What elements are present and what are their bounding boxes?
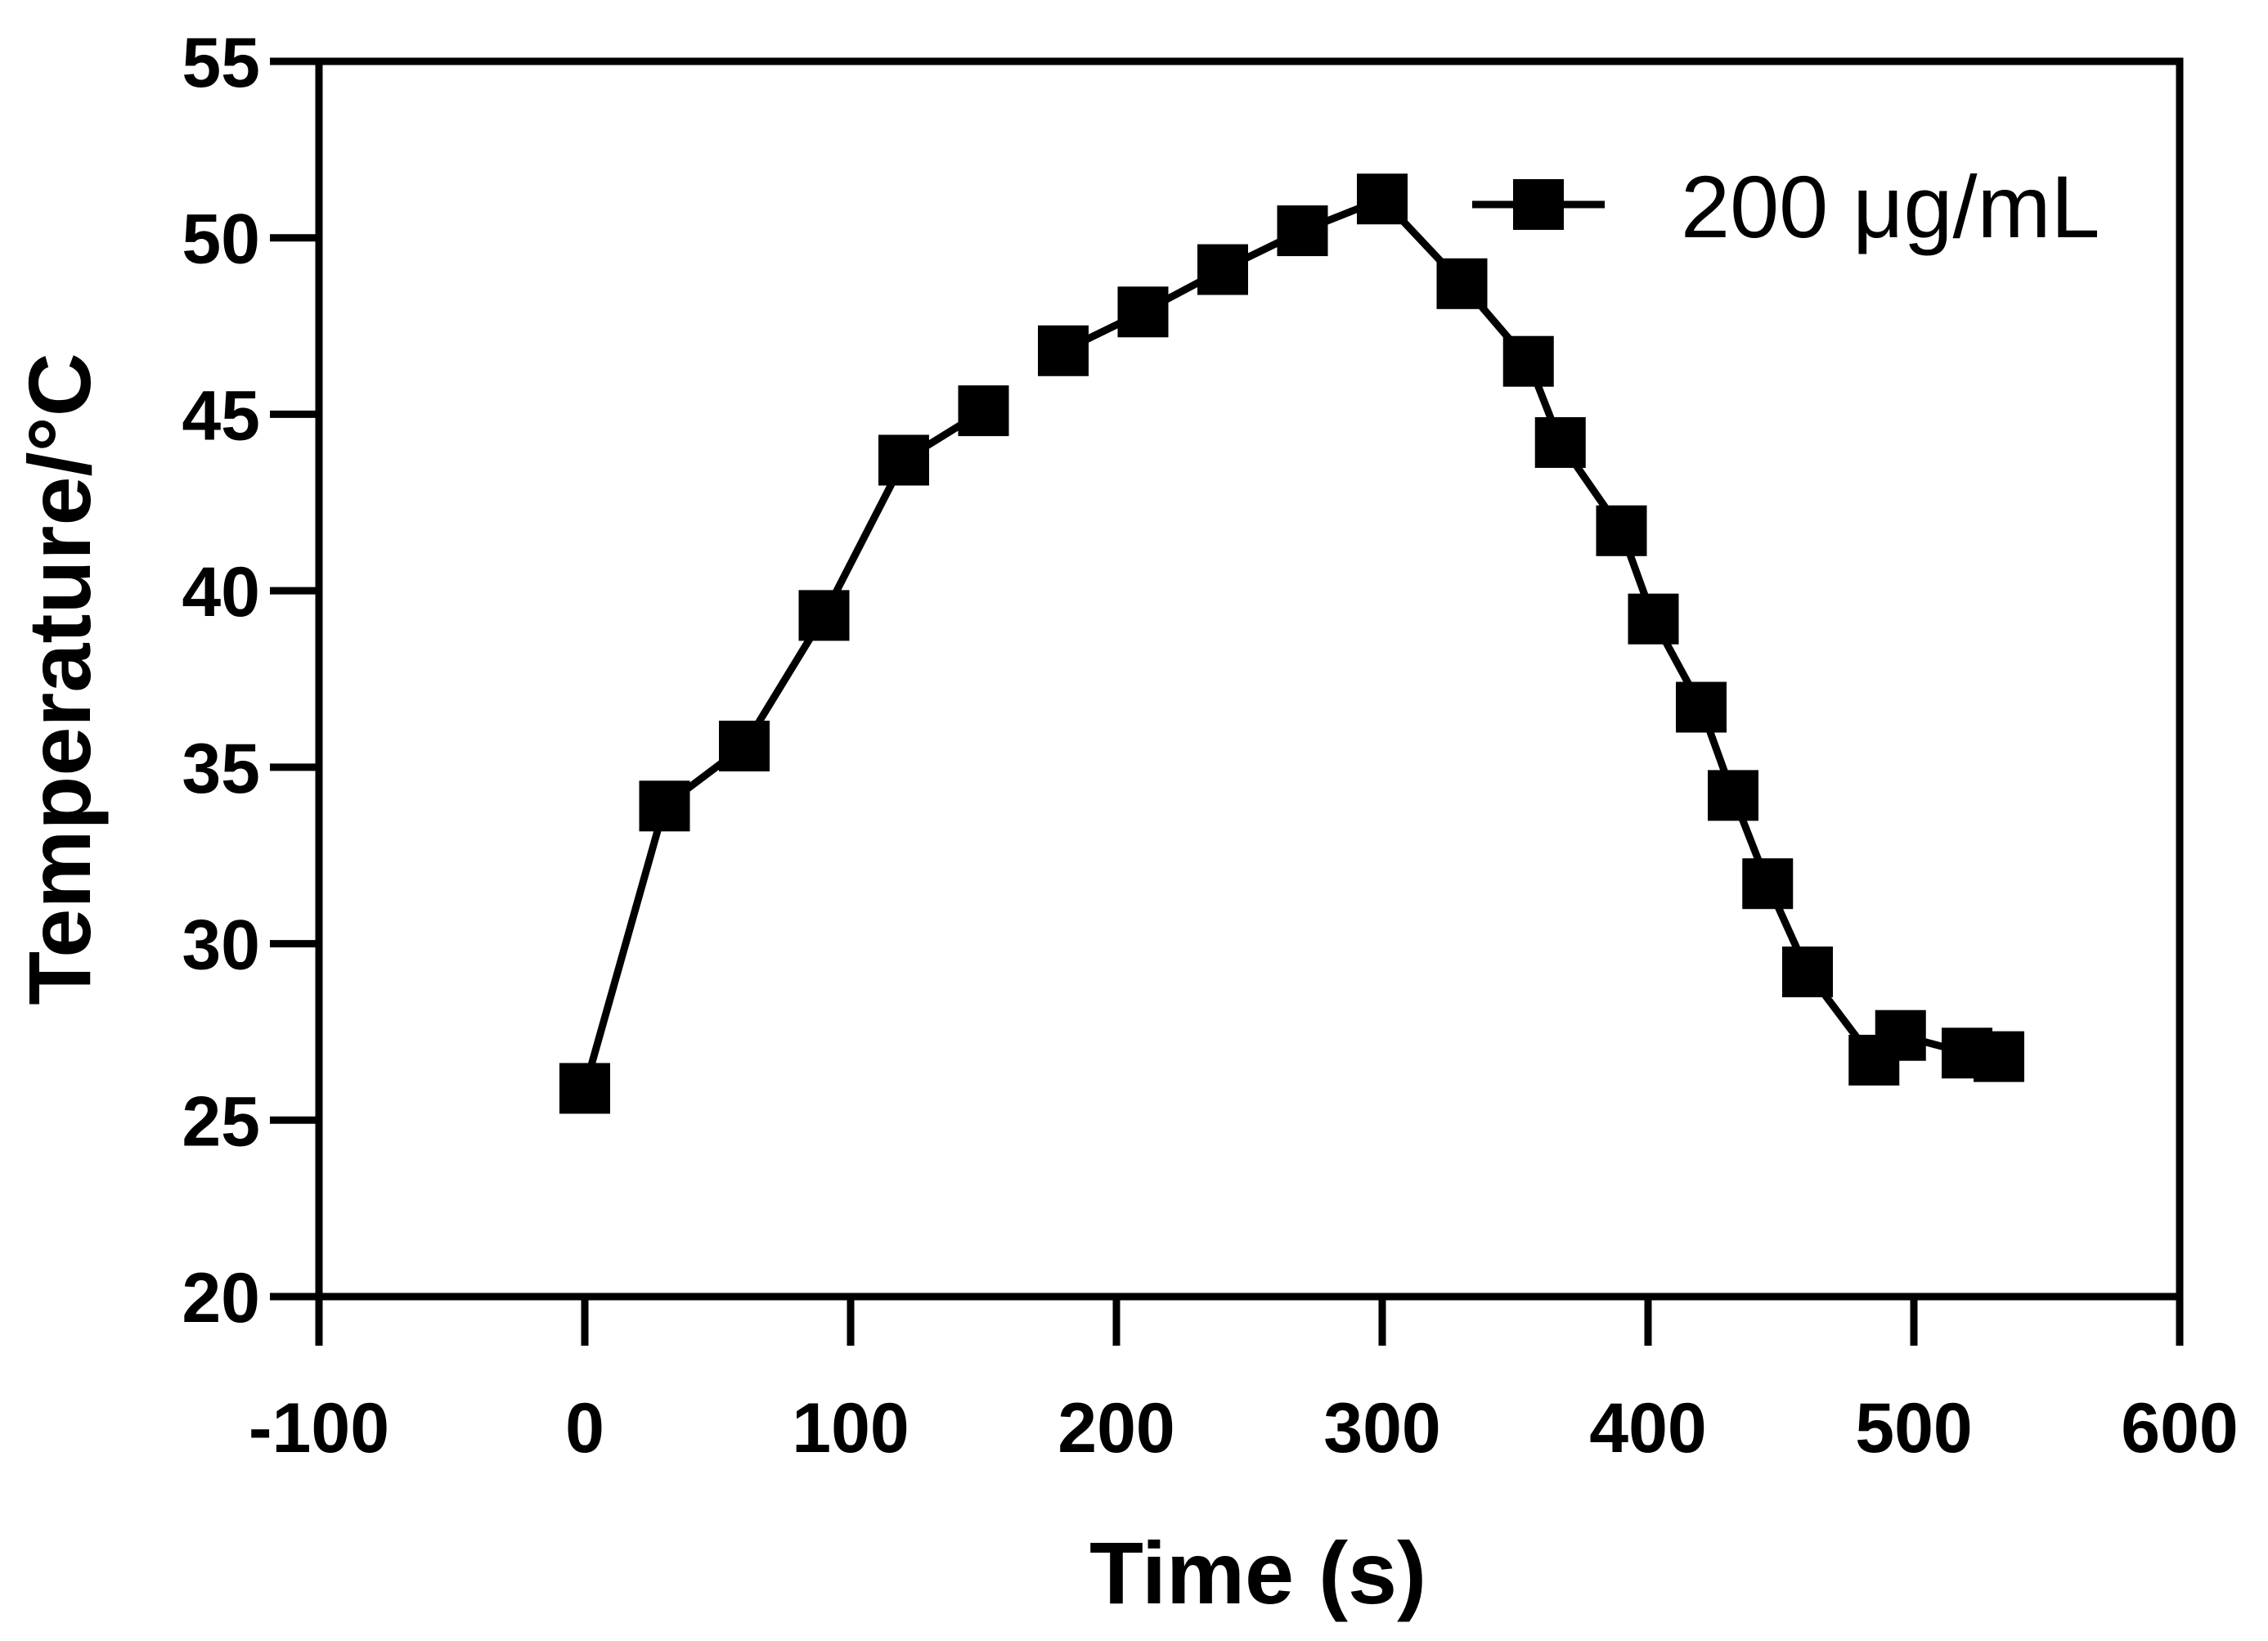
x-tick-label: 100 [792, 1389, 909, 1468]
x-tick-label: 0 [565, 1389, 604, 1468]
data-point [719, 720, 770, 771]
data-point [1676, 681, 1727, 733]
y-tick-label: 55 [182, 24, 260, 102]
data-point [958, 385, 1009, 437]
x-tick-label: 500 [1855, 1389, 1973, 1468]
data-point [878, 434, 929, 486]
axes [315, 57, 2184, 1301]
data-point [1038, 325, 1089, 376]
data-point [639, 780, 690, 832]
data-point [1534, 416, 1586, 468]
legend-marker [1513, 179, 1564, 230]
y-axis-ticks: 20 25 30 35 40 45 50 55 [182, 24, 319, 1338]
x-tick-label: 300 [1323, 1389, 1441, 1468]
legend-label: 200 μg/mL [1681, 157, 2100, 256]
legend: 200 μg/mL [1472, 157, 2100, 256]
data-point [1628, 593, 1679, 645]
data-point [798, 590, 850, 641]
data-point [1596, 505, 1647, 556]
data-point [1117, 286, 1169, 338]
y-tick-label: 45 [182, 376, 260, 455]
y-tick-label: 50 [182, 200, 260, 279]
data-point [559, 1063, 610, 1114]
y-tick-label: 25 [182, 1082, 260, 1161]
plot-frame [315, 57, 2184, 1301]
y-tick-label: 35 [182, 730, 260, 808]
data-point [1277, 205, 1328, 257]
data-point [1742, 858, 1794, 910]
data-point [1502, 335, 1554, 387]
data-point [1782, 946, 1833, 998]
x-axis-ticks: -100 0 100 200 300 400 500 600 [249, 1297, 2239, 1468]
x-tick-label: 600 [2121, 1389, 2239, 1468]
y-tick-label: 20 [182, 1259, 260, 1338]
x-axis-title: Time (s) [1089, 1523, 1426, 1622]
y-tick-label: 40 [182, 553, 260, 632]
y-axis-title: Temperature/°C [10, 353, 109, 1005]
data-point [1974, 1031, 2024, 1082]
data-point [1436, 258, 1488, 309]
y-tick-label: 30 [182, 906, 260, 985]
data-point [1708, 770, 1758, 821]
data-point [1875, 1009, 1926, 1061]
data-point [1357, 173, 1408, 225]
data-point [1197, 244, 1248, 295]
x-tick-label: -100 [249, 1389, 389, 1468]
x-tick-label: 400 [1589, 1389, 1707, 1468]
x-tick-label: 200 [1058, 1389, 1175, 1468]
series-markers [559, 173, 2024, 1114]
